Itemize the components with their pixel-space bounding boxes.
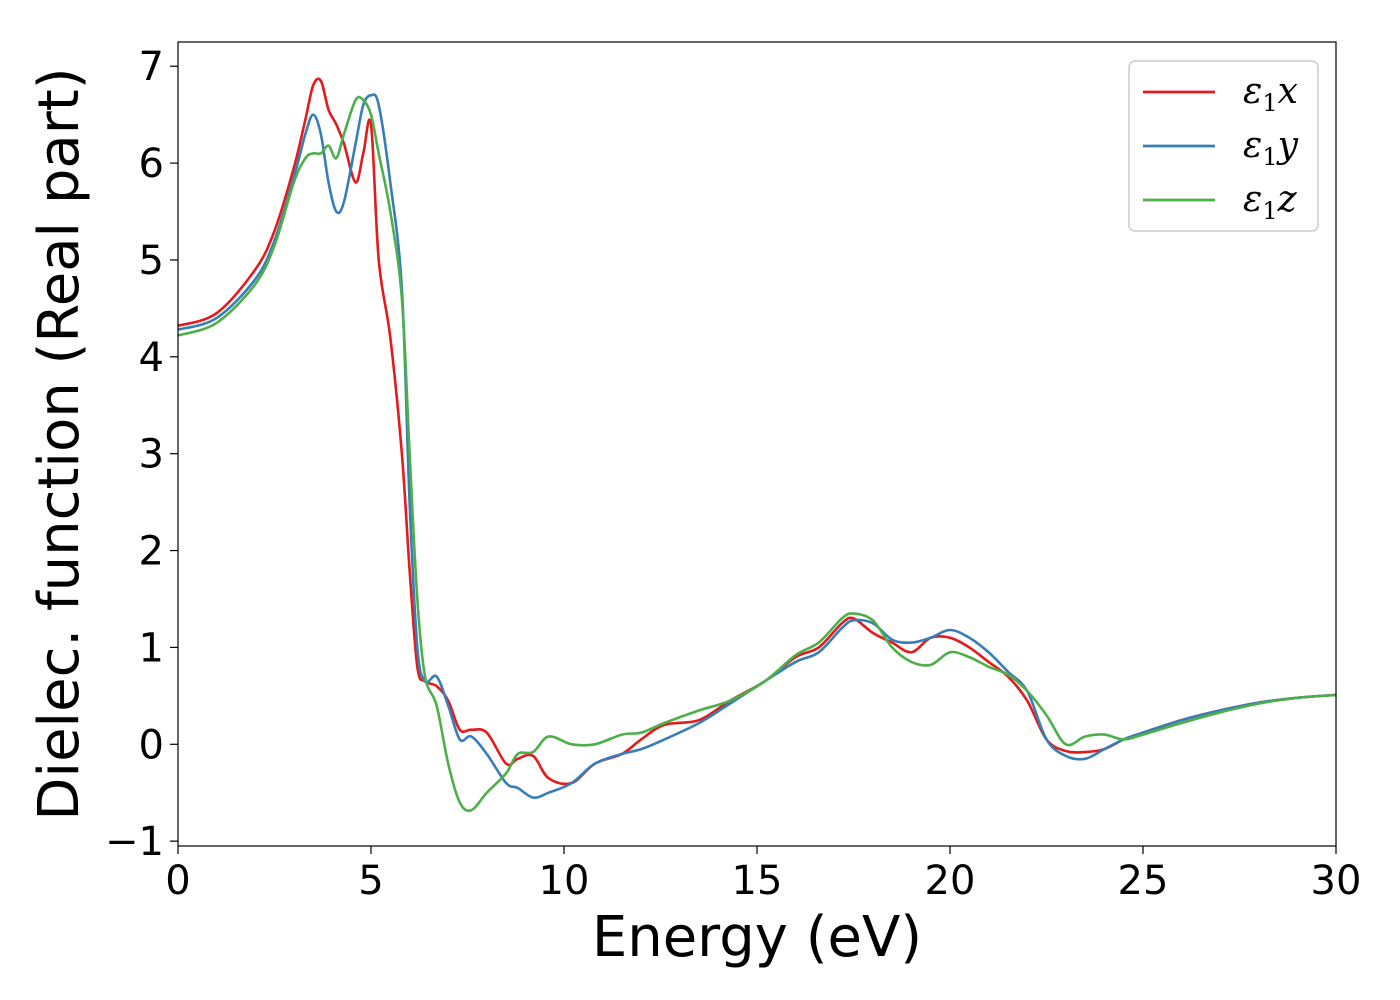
legend-label-x: ε1x (1243, 71, 1298, 117)
y-tick-label: 2 (139, 529, 164, 575)
legend-frame (1128, 60, 1319, 232)
y-axis: −1 0 1 2 3 4 5 6 7 (105, 44, 178, 865)
y-tick-label: 0 (139, 722, 164, 768)
x-axis-title: Energy (eV) (592, 905, 922, 970)
legend-label-y: ε1y (1243, 125, 1299, 171)
y-tick-label: 7 (139, 44, 164, 90)
legend: ε1x ε1y ε1z (1128, 60, 1319, 232)
x-tick-label: 0 (165, 858, 190, 904)
y-tick-label: 3 (139, 432, 164, 478)
y-tick-label: 6 (139, 141, 164, 187)
series-line-z (177, 95, 1337, 813)
y-tick-label: 5 (139, 238, 164, 284)
x-tick-label: 10 (539, 858, 590, 904)
x-tick-label: 15 (732, 858, 783, 904)
y-tick-label: 4 (139, 335, 164, 381)
y-axis-title: Dielec. function (Real part) (27, 67, 92, 820)
series-layer (177, 77, 1337, 813)
y-tick-label: −1 (105, 819, 164, 865)
legend-label-z: ε1z (1243, 179, 1298, 225)
x-axis: 0 5 10 15 20 25 30 (165, 846, 1361, 904)
x-tick-label: 30 (1311, 858, 1362, 904)
x-tick-label: 20 (925, 858, 976, 904)
series-line-y (177, 93, 1337, 799)
y-tick-label: 1 (139, 625, 164, 671)
x-tick-label: 5 (358, 858, 383, 904)
x-tick-label: 25 (1118, 858, 1169, 904)
